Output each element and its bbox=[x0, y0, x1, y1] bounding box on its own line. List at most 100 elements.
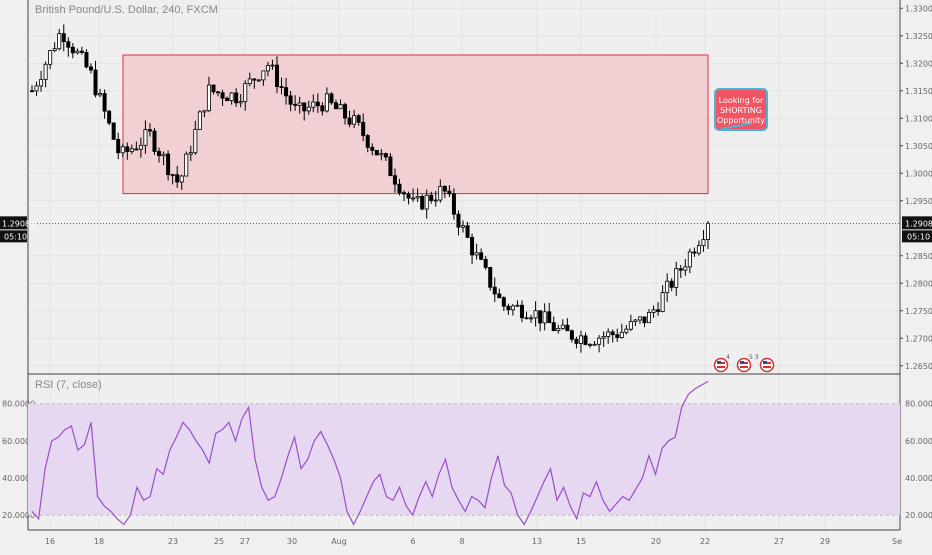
candle-body bbox=[692, 251, 697, 254]
candle-body bbox=[569, 330, 574, 340]
candle-body bbox=[297, 102, 302, 106]
candle-body bbox=[637, 316, 642, 321]
candle-body bbox=[125, 146, 130, 152]
flag-stripe bbox=[763, 366, 771, 368]
candle-body bbox=[601, 336, 606, 339]
candle-body bbox=[265, 65, 270, 72]
candle-body bbox=[456, 213, 461, 228]
candle-body bbox=[660, 292, 665, 312]
time-axis-label: 27 bbox=[774, 537, 784, 546]
candle-body bbox=[447, 190, 452, 195]
candle-body bbox=[179, 175, 184, 183]
candle-body bbox=[243, 83, 248, 102]
callout-box bbox=[714, 88, 768, 131]
candle-body bbox=[247, 78, 252, 85]
candle-body bbox=[211, 84, 216, 93]
candle-body bbox=[175, 174, 180, 183]
price-axis-label: 1.30000 bbox=[905, 169, 932, 178]
candle-body bbox=[315, 101, 320, 107]
candle-body bbox=[578, 335, 583, 344]
candle-body bbox=[197, 111, 202, 130]
price-axis-label: 1.28000 bbox=[905, 279, 932, 288]
candle-body bbox=[674, 268, 679, 288]
candle-body bbox=[75, 50, 80, 54]
candle-body bbox=[628, 321, 633, 330]
price-axis-label: 1.29500 bbox=[905, 197, 932, 206]
candle-body bbox=[470, 236, 475, 256]
candle-body bbox=[338, 104, 343, 110]
candle-body bbox=[57, 33, 62, 50]
candle-body bbox=[379, 153, 384, 156]
candle-body bbox=[279, 86, 284, 88]
candle-body bbox=[34, 85, 39, 92]
time-axis-label: 25 bbox=[214, 537, 224, 546]
time-axis-label: 13 bbox=[532, 537, 542, 546]
rsi-axis-label-right: 40.0000 bbox=[905, 474, 932, 483]
candle-body bbox=[656, 309, 661, 312]
time-axis-label: 15 bbox=[576, 537, 586, 546]
current-price-label-left: 1.29089 bbox=[2, 219, 35, 228]
candle-body bbox=[84, 52, 89, 68]
candle-body bbox=[406, 193, 411, 199]
candle-body bbox=[411, 197, 416, 200]
candle-body bbox=[161, 153, 166, 157]
candle-body bbox=[424, 194, 429, 210]
candle-body bbox=[524, 317, 529, 320]
event-badge-us-flag-icon: 4 bbox=[713, 354, 730, 373]
rsi-line bbox=[31, 380, 709, 526]
candle-body bbox=[343, 104, 348, 119]
candle-body bbox=[356, 115, 361, 123]
candle-body bbox=[270, 64, 275, 67]
candle-body bbox=[193, 128, 198, 154]
candle-body bbox=[93, 69, 98, 96]
candle-body bbox=[388, 156, 393, 177]
candle-body bbox=[206, 84, 211, 112]
candle-body bbox=[701, 239, 706, 247]
candle-body bbox=[588, 344, 593, 346]
candle-body bbox=[624, 328, 629, 333]
candle-body bbox=[256, 79, 261, 82]
rsi-band bbox=[28, 403, 900, 516]
candle-body bbox=[510, 305, 515, 311]
candle-body bbox=[306, 106, 311, 112]
candle-body bbox=[647, 312, 652, 324]
candle-body bbox=[474, 252, 479, 256]
candle-body bbox=[352, 115, 357, 125]
candle-body bbox=[365, 135, 370, 148]
candle-body bbox=[134, 148, 139, 151]
candle-body bbox=[39, 79, 44, 87]
time-axis-label: 20 bbox=[651, 537, 661, 546]
candle-body bbox=[497, 293, 502, 299]
candle-body bbox=[225, 97, 230, 102]
candle-body bbox=[415, 196, 420, 199]
flag-circle bbox=[759, 357, 775, 373]
candle-body bbox=[479, 252, 484, 260]
candle-body bbox=[184, 153, 189, 177]
candle-body bbox=[284, 87, 289, 97]
candle-body bbox=[229, 92, 234, 102]
price-axis-label: 1.28500 bbox=[905, 252, 932, 261]
candle-body bbox=[651, 309, 656, 313]
time-axis-label: 16 bbox=[45, 537, 55, 546]
candle-body bbox=[429, 194, 434, 201]
candle-body bbox=[556, 327, 561, 332]
candle-body bbox=[488, 267, 493, 288]
countdown-label-left: 05:10 bbox=[4, 232, 27, 241]
candle-body bbox=[157, 151, 162, 157]
candlesticks bbox=[29, 24, 711, 353]
candle-body bbox=[442, 186, 447, 192]
candle-body bbox=[347, 117, 352, 125]
candle-body bbox=[533, 310, 538, 319]
time-axis-label: 23 bbox=[168, 537, 178, 546]
candle-body bbox=[293, 103, 298, 106]
candle-body bbox=[565, 324, 570, 332]
price-axis-label: 1.32000 bbox=[905, 59, 932, 68]
candle-body bbox=[597, 337, 602, 345]
countdown-tag-right bbox=[902, 230, 932, 243]
candle-body bbox=[492, 286, 497, 295]
candle-body bbox=[61, 33, 66, 43]
rsi-axis-label-left: 80.0000 bbox=[2, 400, 35, 409]
flag-canton bbox=[717, 361, 721, 364]
countdown-label-right: 05:10 bbox=[907, 232, 930, 241]
